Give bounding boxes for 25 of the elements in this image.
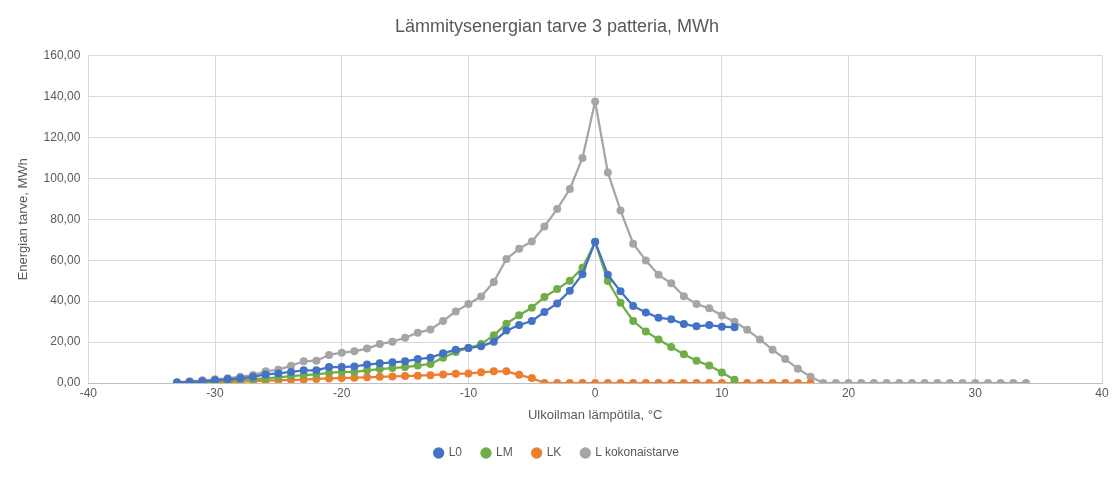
chart-title: Lämmitysenergian tarve 3 patteria, MWh	[394, 15, 720, 36]
x-tick-label: 20	[841, 385, 856, 400]
x-tick-label: 10	[715, 385, 729, 400]
y-tick-label: 0,00	[56, 375, 81, 390]
x-tick-label: -20	[333, 385, 351, 400]
x-tick-label: -10	[459, 385, 478, 400]
legend-label: LK	[546, 445, 562, 460]
x-tick-label: 0	[591, 385, 599, 400]
legend-label: LM	[495, 445, 513, 460]
y-tick-label: 120,00	[43, 129, 81, 144]
y-tick-label: 80,00	[50, 211, 81, 226]
y-tick-label: 160,00	[43, 47, 81, 62]
y-tick-label: 60,00	[50, 252, 81, 267]
x-tick-label: -40	[79, 385, 98, 400]
legend-label: L kokonaistarve	[595, 445, 680, 460]
y-tick-label: 100,00	[43, 170, 81, 185]
y-axis-title: Energian tarve, MWh	[15, 158, 31, 281]
x-tick-label: -30	[206, 385, 225, 400]
x-tick-label: 30	[968, 385, 983, 400]
y-tick-label: 140,00	[43, 88, 81, 103]
x-tick-label: 40	[1095, 385, 1109, 400]
y-tick-label: 40,00	[50, 293, 81, 308]
y-tick-label: 20,00	[50, 334, 81, 349]
legend-label: L0	[448, 445, 463, 460]
x-axis-title: Ulkoilman lämpötila, °C	[527, 406, 663, 422]
